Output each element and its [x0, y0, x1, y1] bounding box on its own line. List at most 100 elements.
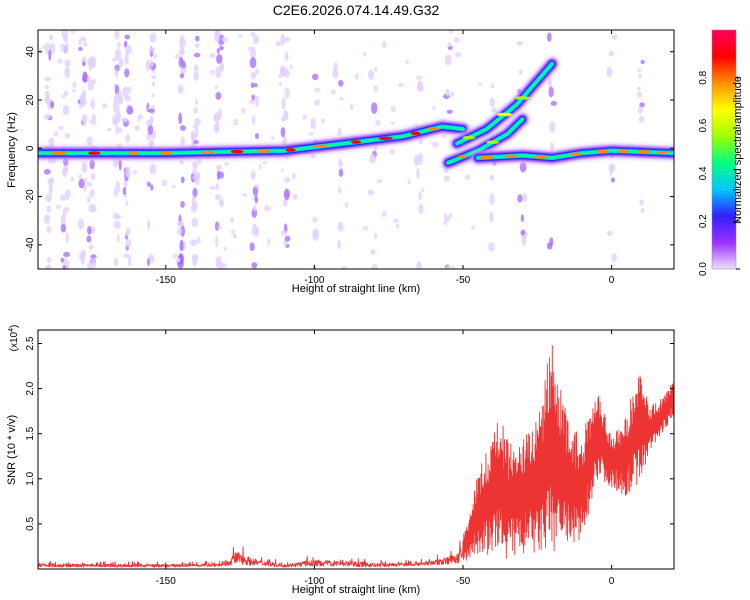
noise-blob	[416, 261, 422, 269]
snr-x-tick-label: -150	[156, 576, 176, 587]
noise-blob	[218, 171, 225, 179]
noise-blob	[407, 179, 411, 185]
noise-blob	[443, 175, 450, 182]
noise-blob	[125, 44, 132, 55]
hotspot	[457, 154, 469, 159]
noise-blob	[88, 244, 94, 250]
snr-x-tick-label: 0	[609, 576, 615, 587]
noise-blob	[70, 176, 75, 182]
noise-blob	[471, 225, 476, 230]
noise-blob	[218, 225, 222, 230]
noise-blob	[280, 230, 288, 236]
noise-blob	[549, 121, 556, 133]
noise-blob	[447, 42, 452, 48]
noise-blob	[152, 81, 156, 87]
noise-blob	[230, 229, 236, 234]
spectrogram-x-tick-label: -100	[304, 275, 324, 286]
noise-blob	[86, 235, 92, 243]
noise-blob	[320, 118, 326, 124]
noise-blob	[65, 232, 69, 244]
noise-blob	[62, 104, 70, 116]
noise-blob	[395, 223, 400, 229]
noise-blob	[87, 196, 91, 203]
noise-blob	[489, 174, 494, 181]
noise-blob	[375, 119, 381, 126]
hotspot	[656, 150, 668, 155]
noise-blob	[381, 41, 387, 49]
noise-blob	[44, 84, 49, 90]
noise-blob	[125, 134, 131, 143]
noise-blob	[177, 220, 185, 227]
noise-blob	[611, 253, 617, 263]
spectrogram-x-tick-label: 0	[609, 275, 615, 286]
colorbar-ticks: 0.0 0.2 0.4 0.6 0.8	[698, 70, 740, 276]
noise-blob	[252, 204, 257, 212]
noise-blob	[637, 86, 641, 91]
noise-blob	[79, 96, 87, 107]
hotspot	[313, 144, 328, 149]
snr-y-multiplier: (x104)	[8, 325, 20, 352]
noise-blob	[215, 256, 220, 268]
noise-blob	[81, 249, 86, 258]
snr-frame	[37, 329, 675, 570]
noise-blob	[418, 203, 424, 215]
noise-blob	[639, 199, 644, 206]
noise-blob	[193, 70, 199, 82]
spectrogram-y-tick-label: 40	[25, 46, 36, 58]
noise-blob	[489, 97, 496, 108]
noise-blob	[179, 125, 186, 131]
noise-blob	[190, 239, 197, 247]
noise-blob	[83, 41, 88, 47]
noise-blob	[255, 95, 259, 108]
spectrogram-panel: -150 -100 -50 0 -40 -20 0 20 40 Height of strai…	[6, 29, 675, 295]
noise-blob	[254, 184, 260, 189]
colorbar-tick-label: 0.6	[698, 118, 709, 132]
noise-blob	[284, 87, 290, 99]
noise-blob	[339, 96, 344, 101]
noise-blob	[38, 47, 43, 55]
noise-blob	[78, 178, 85, 189]
noise-blob	[71, 89, 77, 93]
noise-blob	[312, 228, 320, 241]
spectrogram-y-label: Frequency (Hz)	[6, 112, 18, 188]
noise-blob	[224, 162, 230, 166]
noise-blob	[278, 82, 283, 86]
snr-x-tick-label: -100	[304, 576, 324, 587]
noise-blob	[250, 170, 256, 180]
noise-blob	[180, 136, 185, 146]
noise-blob	[214, 221, 220, 231]
noise-blob	[90, 78, 97, 84]
noise-blob	[249, 242, 255, 252]
noise-blob	[453, 37, 460, 44]
noise-blob	[521, 234, 527, 246]
noise-blob	[638, 74, 642, 79]
hotspot	[533, 155, 547, 159]
noise-blob	[179, 48, 185, 56]
noise-blob	[314, 87, 321, 93]
noise-blob	[419, 85, 424, 92]
noise-blob	[112, 118, 120, 124]
noise-blob	[123, 253, 130, 259]
hotspot	[159, 151, 173, 155]
noise-blob	[57, 58, 63, 64]
noise-blob	[283, 189, 290, 201]
snr-content	[38, 345, 674, 568]
noise-blob	[161, 179, 168, 187]
noise-blob	[209, 70, 215, 75]
spectrogram-x-tick-label: -150	[156, 275, 176, 286]
noise-blob	[150, 184, 154, 191]
noise-blob	[90, 98, 95, 110]
noise-blob	[389, 148, 396, 155]
snr-y-tick-label: 1.0	[25, 471, 36, 485]
noise-blob	[262, 161, 267, 165]
noise-blob	[209, 186, 216, 190]
noise-blob	[47, 177, 55, 186]
noise-blob	[222, 36, 228, 42]
noise-blob	[636, 91, 642, 99]
noise-blob	[42, 44, 49, 49]
noise-blob	[516, 40, 523, 46]
noise-blob	[213, 30, 221, 38]
noise-blob	[194, 42, 200, 49]
spectrogram-content	[38, 30, 674, 269]
noise-blob	[215, 183, 220, 190]
